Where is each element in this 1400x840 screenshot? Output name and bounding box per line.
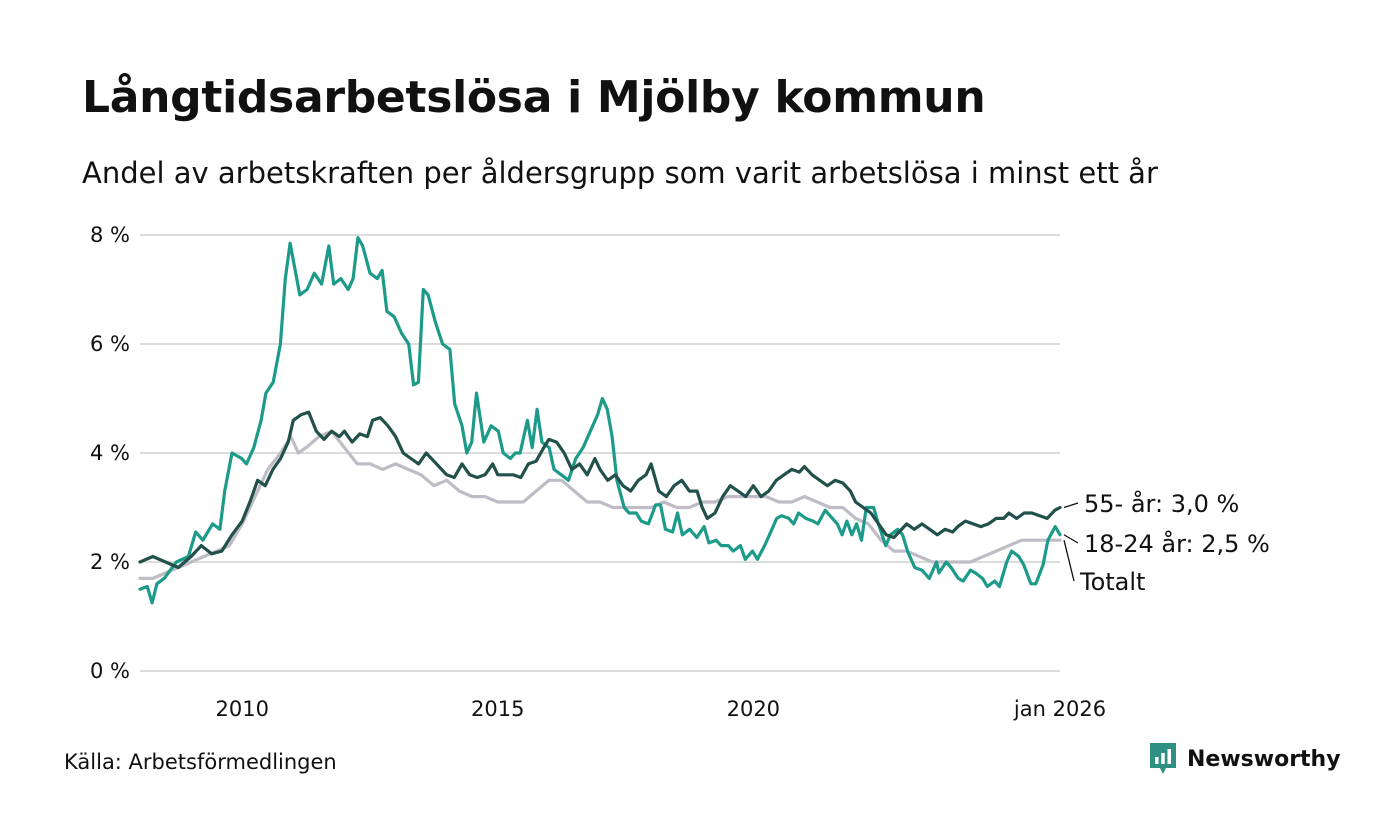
x-tick-label: 2015 — [471, 697, 524, 721]
y-tick-label: 6 % — [90, 332, 130, 356]
grid — [140, 234, 1060, 672]
chart-title: Långtidsarbetslösa i Mjölby kommun — [82, 72, 986, 123]
source-note: Källa: Arbetsförmedlingen — [64, 750, 337, 774]
x-tick-label: 2010 — [215, 697, 268, 721]
newsworthy-logo-icon — [1150, 743, 1176, 774]
y-tick-label: 8 % — [90, 223, 130, 247]
series-end-label-0: Totalt — [1079, 568, 1145, 596]
leader-line-1 — [1063, 534, 1079, 544]
series-end-label-1: 18-24 år: 2,5 % — [1084, 529, 1270, 558]
y-axis-ticks: 0 % 2 % 4 % 6 % 8 % — [90, 223, 130, 683]
series-line-2 — [138, 410, 1062, 570]
series-lines — [138, 236, 1062, 605]
brand-logo: Newsworthy — [1148, 742, 1341, 776]
x-tick-label: 2020 — [727, 697, 780, 721]
x-tick-label: jan 2026 — [1013, 697, 1106, 721]
series-line-0 — [138, 429, 1062, 580]
brand-name: Newsworthy — [1187, 746, 1341, 772]
x-axis-ticks: 2010 2015 2020 jan 2026 — [215, 697, 1106, 721]
series-end-label-2: 55- år: 3,0 % — [1084, 489, 1239, 518]
y-tick-label: 4 % — [90, 441, 130, 465]
series-line-1 — [138, 236, 1062, 605]
leader-line-2 — [1063, 502, 1079, 509]
chart-subtitle: Andel av arbetskraften per åldersgrupp s… — [82, 156, 1158, 190]
end-labels: Totalt 18-24 år: 2,5 % 55- år: 3,0 % — [1063, 489, 1270, 596]
leader-line-0 — [1063, 540, 1075, 582]
y-tick-label: 2 % — [90, 550, 130, 574]
y-tick-label: 0 % — [90, 659, 130, 683]
